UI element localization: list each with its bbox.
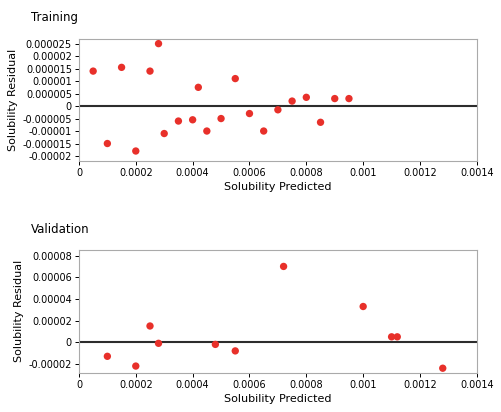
Point [103,353,111,360]
Point [194,84,202,91]
Point [330,95,338,102]
Point [131,148,139,154]
Text: Training: Training [31,11,78,24]
Point [302,94,310,101]
Point [392,334,400,340]
Point [231,348,239,354]
Y-axis label: Solubility Residual: Solubility Residual [15,260,25,363]
Point [245,110,253,117]
Point [279,263,287,270]
Point [259,128,267,134]
Point [146,323,154,329]
Point [231,75,239,82]
Point [117,64,125,70]
Point [103,140,111,147]
Point [438,365,446,372]
Point [387,334,395,340]
Point [131,363,139,369]
Text: Validation: Validation [31,222,90,236]
Point [288,98,296,104]
Point [160,130,168,137]
Point [216,115,224,122]
Point [274,107,282,113]
X-axis label: Solubility Predicted: Solubility Predicted [224,182,331,192]
Point [89,68,97,75]
Point [211,341,219,348]
X-axis label: Solubility Predicted: Solubility Predicted [224,394,331,404]
Point [358,303,366,310]
Point [202,128,210,134]
Point [344,95,352,102]
Point [154,340,162,346]
Point [154,40,162,47]
Point [146,68,154,75]
Point [188,117,196,123]
Point [174,118,182,124]
Y-axis label: Solubility Residual: Solubility Residual [9,49,19,151]
Point [316,119,324,126]
